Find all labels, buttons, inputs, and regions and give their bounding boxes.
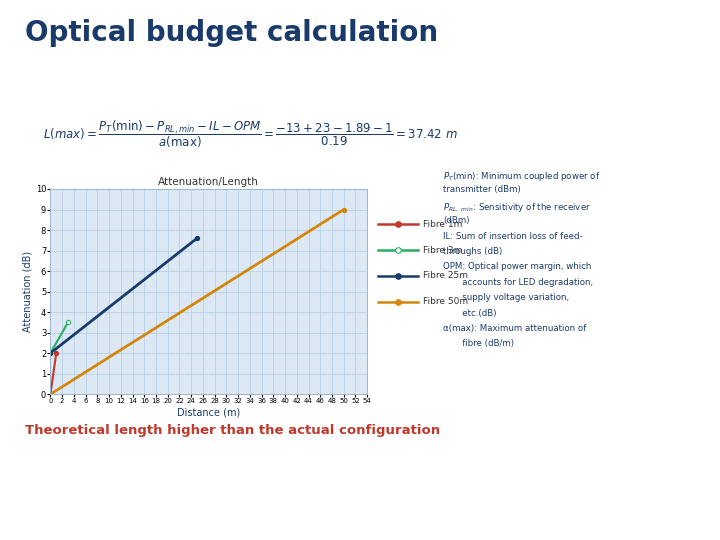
Text: Fibre 50m: Fibre 50m xyxy=(423,298,468,306)
Text: 10: 10 xyxy=(680,514,696,523)
Text: Fibre 25m: Fibre 25m xyxy=(423,272,468,280)
Text: transmitter (dBm): transmitter (dBm) xyxy=(443,185,521,194)
Text: Optical budget calculation: Optical budget calculation xyxy=(25,19,438,47)
Text: CERN: CERN xyxy=(24,515,41,521)
Title: Attenuation/Length: Attenuation/Length xyxy=(158,177,259,187)
Text: Theoretical length higher than the actual configuration: Theoretical length higher than the actua… xyxy=(25,424,441,437)
Text: $L(max) = \dfrac{P_T(\mathrm{min}) - P_{RL,min} - IL - OPM}{a(\mathrm{max})}= \d: $L(max) = \dfrac{P_T(\mathrm{min}) - P_{… xyxy=(43,119,458,150)
Text: supply voltage variation,: supply voltage variation, xyxy=(443,293,569,302)
Text: (dBm): (dBm) xyxy=(443,216,469,225)
Text: etc.(dB): etc.(dB) xyxy=(443,308,496,318)
Text: 10/25/2020: 10/25/2020 xyxy=(330,514,390,523)
Text: fibre (dB/m): fibre (dB/m) xyxy=(443,339,514,348)
X-axis label: Distance (m): Distance (m) xyxy=(177,407,240,417)
Text: IL: Sum of insertion loss of feed-: IL: Sum of insertion loss of feed- xyxy=(443,232,582,241)
Text: Fibre 1m: Fibre 1m xyxy=(423,220,462,228)
Text: $P_{RL,\ min}$: Sensitivity of the receiver: $P_{RL,\ min}$: Sensitivity of the recei… xyxy=(443,201,590,214)
Y-axis label: Attenuation (dB): Attenuation (dB) xyxy=(23,251,33,332)
Text: Fibre 3m: Fibre 3m xyxy=(423,246,462,254)
Text: throughs (dB): throughs (dB) xyxy=(443,247,502,256)
Text: α(max): Maximum attenuation of: α(max): Maximum attenuation of xyxy=(443,324,586,333)
Text: $P_T$(min): Minimum coupled power of: $P_T$(min): Minimum coupled power of xyxy=(443,170,600,183)
Text: accounts for LED degradation,: accounts for LED degradation, xyxy=(443,278,593,287)
Text: OPM: Optical power margin, which: OPM: Optical power margin, which xyxy=(443,262,591,272)
